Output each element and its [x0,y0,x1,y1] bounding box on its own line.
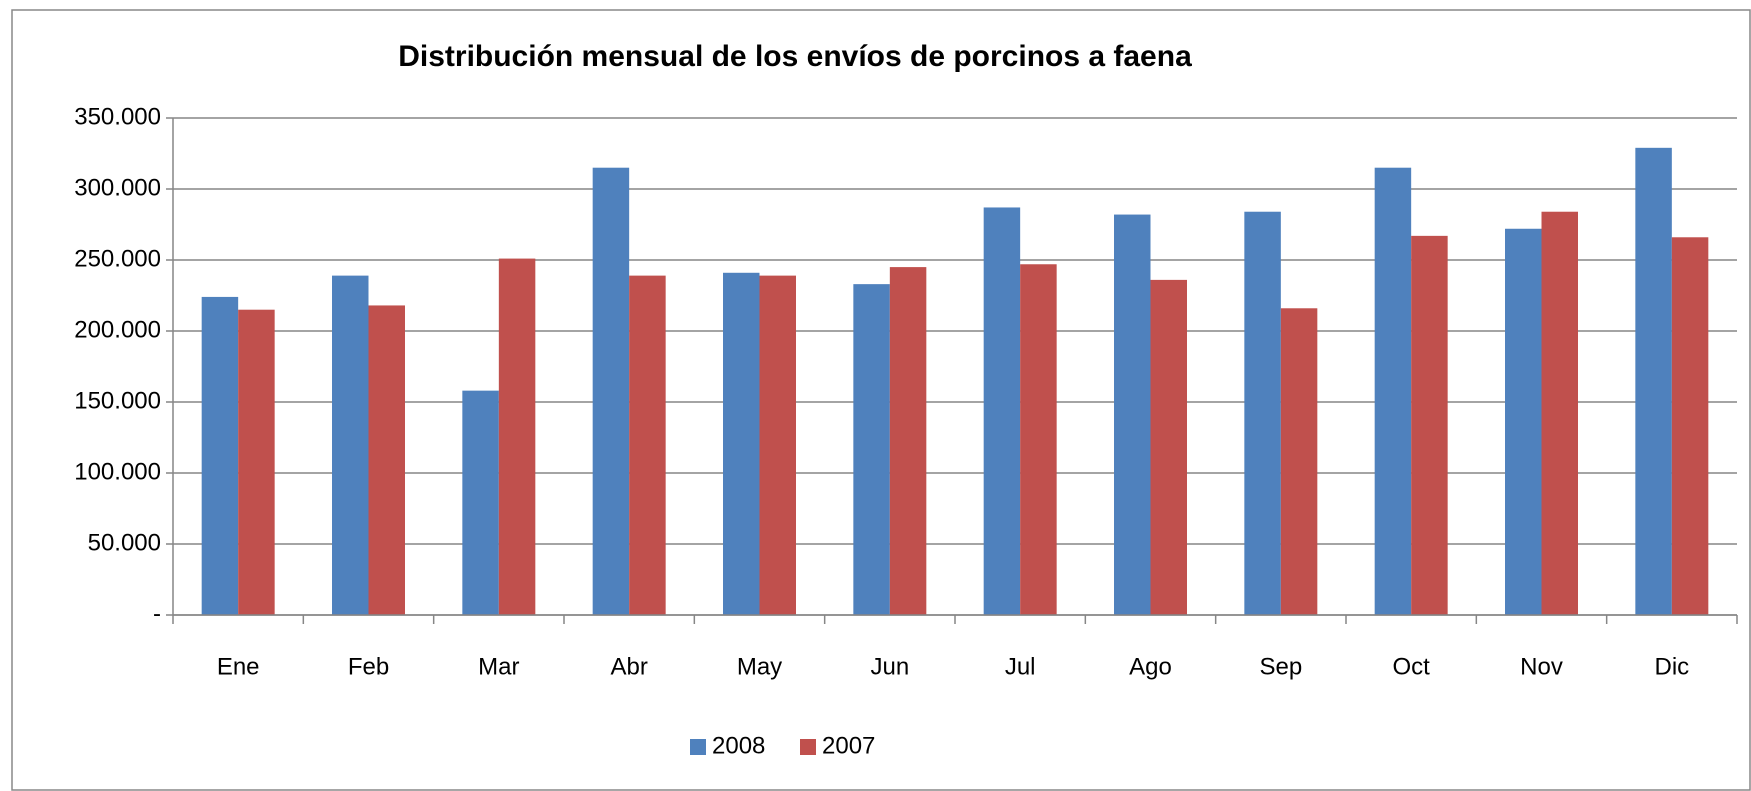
x-tick-label: Feb [348,653,389,680]
y-tick-label: 150.000 [74,387,161,414]
chart-title: Distribución mensual de los envíos de po… [398,40,1192,73]
x-tick-label: Ene [217,653,260,680]
y-tick-label: - [153,600,161,627]
bar [629,275,666,615]
bar [1374,167,1412,615]
bar [889,267,927,615]
x-tick-label: Oct [1392,653,1430,680]
y-tick-label: 100.000 [74,458,161,485]
bar [1505,228,1542,615]
bar [238,309,275,615]
x-tick-label: Jun [870,653,909,680]
y-tick-label: 50.000 [88,529,161,556]
bar [1411,235,1448,616]
bar [759,275,796,615]
legend-label: 2007 [822,732,875,759]
bar [1280,308,1318,615]
x-tick-label: Dic [1654,653,1689,680]
legend-label: 2008 [712,732,765,759]
bar [853,284,890,615]
bar [201,296,239,615]
bar [498,258,536,615]
x-tick-label: Sep [1259,653,1302,680]
y-tick-label: 200.000 [74,316,161,343]
legend-swatch [800,739,816,755]
x-tick-label: Nov [1520,653,1563,680]
y-tick-label: 350.000 [74,103,161,130]
bar [983,207,1021,615]
bar [723,272,760,615]
bar [1671,237,1709,615]
x-tick-label: May [737,653,782,680]
bar [1150,279,1187,615]
bar [332,275,369,615]
bar [1541,211,1578,615]
bar [592,167,630,615]
x-tick-label: Ago [1129,653,1172,680]
y-tick-label: 300.000 [74,174,161,201]
y-tick-label: 250.000 [74,245,161,272]
bar [462,390,499,615]
bar [1114,214,1151,615]
bar [1635,147,1672,615]
bar [368,305,405,615]
bar [1244,211,1281,615]
bar [1020,264,1057,615]
legend-swatch [690,739,706,755]
x-tick-label: Mar [478,653,519,680]
x-tick-label: Jul [1005,653,1036,680]
x-tick-label: Abr [610,653,647,680]
